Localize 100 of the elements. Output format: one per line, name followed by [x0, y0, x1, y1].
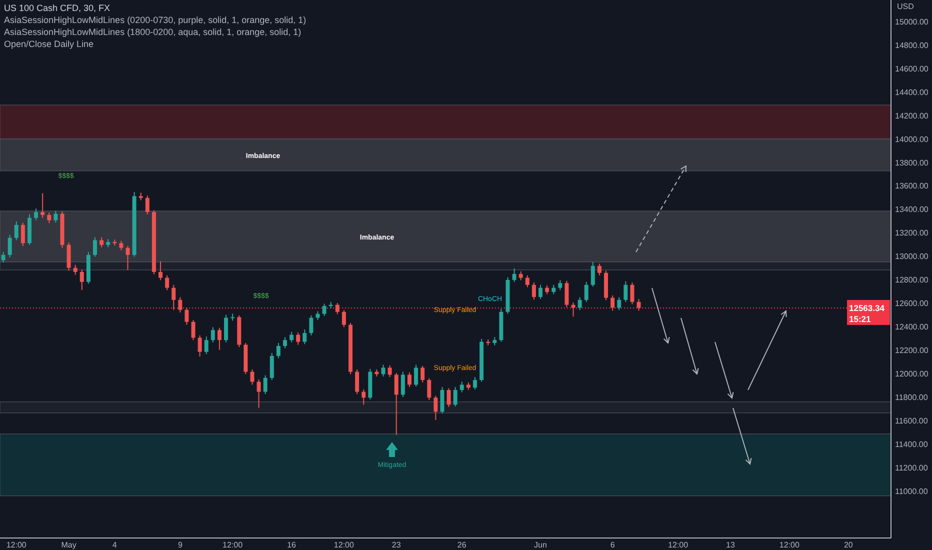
y-tick-label: 14000.00 — [895, 134, 929, 144]
candlestick — [40, 192, 45, 218]
y-tick-label: 12600.00 — [895, 299, 929, 308]
candlestick — [388, 364, 392, 378]
candlestick — [290, 331, 294, 343]
x-tick-label: 20 — [844, 540, 854, 550]
y-tick-label: 12000.00 — [895, 370, 929, 379]
annotation: 15:21 — [849, 314, 872, 324]
candlestick — [394, 372, 398, 436]
candlestick — [198, 334, 202, 358]
candlestick — [204, 336, 208, 355]
candlestick — [119, 240, 124, 251]
y-tick-label: 14600.00 — [895, 64, 929, 74]
x-tick-label: 16 — [287, 540, 297, 550]
candlestick — [564, 280, 569, 308]
candlestick — [335, 302, 340, 315]
x-tick-label: May — [61, 540, 76, 550]
candlestick — [407, 372, 412, 388]
x-tick-label: 23 — [392, 540, 402, 550]
y-tick-label: 12800.00 — [895, 276, 929, 285]
candlestick — [66, 242, 71, 272]
candlestick — [400, 371, 405, 398]
candlestick — [446, 388, 451, 408]
y-tick-label: 15000.00 — [895, 17, 929, 26]
y-axis-title: USD — [897, 2, 914, 11]
candlestick — [302, 328, 307, 345]
candlestick — [355, 368, 360, 395]
candlestick — [178, 296, 182, 313]
y-tick-label: 14800.00 — [895, 40, 929, 50]
y-tick-label: 13600.00 — [895, 182, 929, 191]
candlestick — [597, 263, 602, 276]
candlestick — [34, 208, 38, 221]
x-tick-label: 12:00 — [668, 540, 689, 550]
candlestick — [552, 284, 556, 295]
candlestick — [584, 281, 588, 302]
candlestick — [224, 314, 228, 343]
candlestick — [14, 220, 18, 241]
candlestick — [362, 388, 366, 406]
candlestick — [158, 260, 163, 281]
candlestick — [558, 280, 562, 291]
x-tick-label: 13 — [726, 540, 736, 550]
y-tick-label: 14400.00 — [895, 88, 929, 97]
candlestick — [342, 310, 346, 328]
y-tick-label: 14200.00 — [895, 111, 929, 120]
candlestick — [250, 368, 254, 386]
x-tick-label: 12:00 — [779, 540, 800, 550]
y-tick-label: 11400.00 — [895, 440, 928, 450]
x-tick-label: 6 — [610, 540, 616, 550]
candlestick — [322, 303, 326, 316]
annotation: Open/Close Daily Line — [4, 39, 94, 49]
candlestick — [420, 365, 425, 383]
candlestick — [100, 236, 104, 248]
candlestick — [571, 302, 576, 318]
candlestick — [460, 381, 464, 393]
x-tick-label: Jun — [534, 540, 547, 550]
candlestick — [172, 284, 176, 310]
annotation: AsiaSessionHighLowMidLines (1800-0200, aqua, solid, 1, orange, solid, 1) — [4, 27, 302, 37]
candlestick — [92, 236, 97, 258]
candlestick — [126, 246, 130, 270]
candlestick — [47, 212, 52, 224]
candlestick — [165, 274, 170, 291]
candlestick — [532, 282, 536, 300]
x-tick-label: 12:00 — [6, 540, 27, 550]
candlestick — [624, 280, 628, 302]
candlestick — [636, 298, 641, 312]
x-tick-label: 4 — [112, 540, 118, 550]
candlestick — [145, 195, 150, 215]
candlestick — [80, 269, 84, 290]
candlestick — [309, 314, 314, 336]
candlestick — [1, 251, 6, 264]
candlestick — [525, 274, 530, 288]
candlestick — [453, 386, 458, 407]
candlestick — [256, 378, 261, 408]
candlestick — [590, 261, 595, 288]
candlestick — [270, 352, 274, 381]
candlestick — [610, 294, 615, 312]
annotation: AsiaSessionHighLowMidLines (0200-0730, purple, solid, 1, orange, solid, 1) — [4, 15, 306, 25]
y-tick-label: 11200.00 — [895, 464, 928, 473]
candlestick — [276, 342, 280, 359]
x-tick-label: 9 — [178, 540, 183, 550]
candlestick — [282, 336, 287, 349]
chart-title: US 100 Cash CFD, 30, FX — [4, 3, 110, 13]
x-tick-label: 12:00 — [222, 540, 244, 550]
y-tick-label: 13200.00 — [895, 228, 929, 238]
y-tick-label: 13000.00 — [895, 252, 929, 262]
ref-line-label: 12563.34 — [849, 302, 885, 313]
candlestick — [427, 378, 432, 400]
x-tick-label: 26 — [457, 540, 467, 550]
y-tick-label: 13800.00 — [895, 158, 929, 168]
candlestick — [8, 234, 12, 258]
candlestick — [434, 395, 438, 420]
y-tick-label: 11800.00 — [895, 393, 928, 402]
y-tick-label: 13400.00 — [895, 205, 929, 214]
y-tick-label: 11000.00 — [895, 487, 928, 496]
candlestick — [472, 376, 477, 390]
y-tick-label: 12200.00 — [895, 346, 929, 356]
candlestick — [210, 326, 215, 343]
candlestick — [296, 332, 300, 346]
y-tick-label: 11600.00 — [895, 416, 928, 426]
y-tick-label: 12400.00 — [895, 322, 929, 332]
